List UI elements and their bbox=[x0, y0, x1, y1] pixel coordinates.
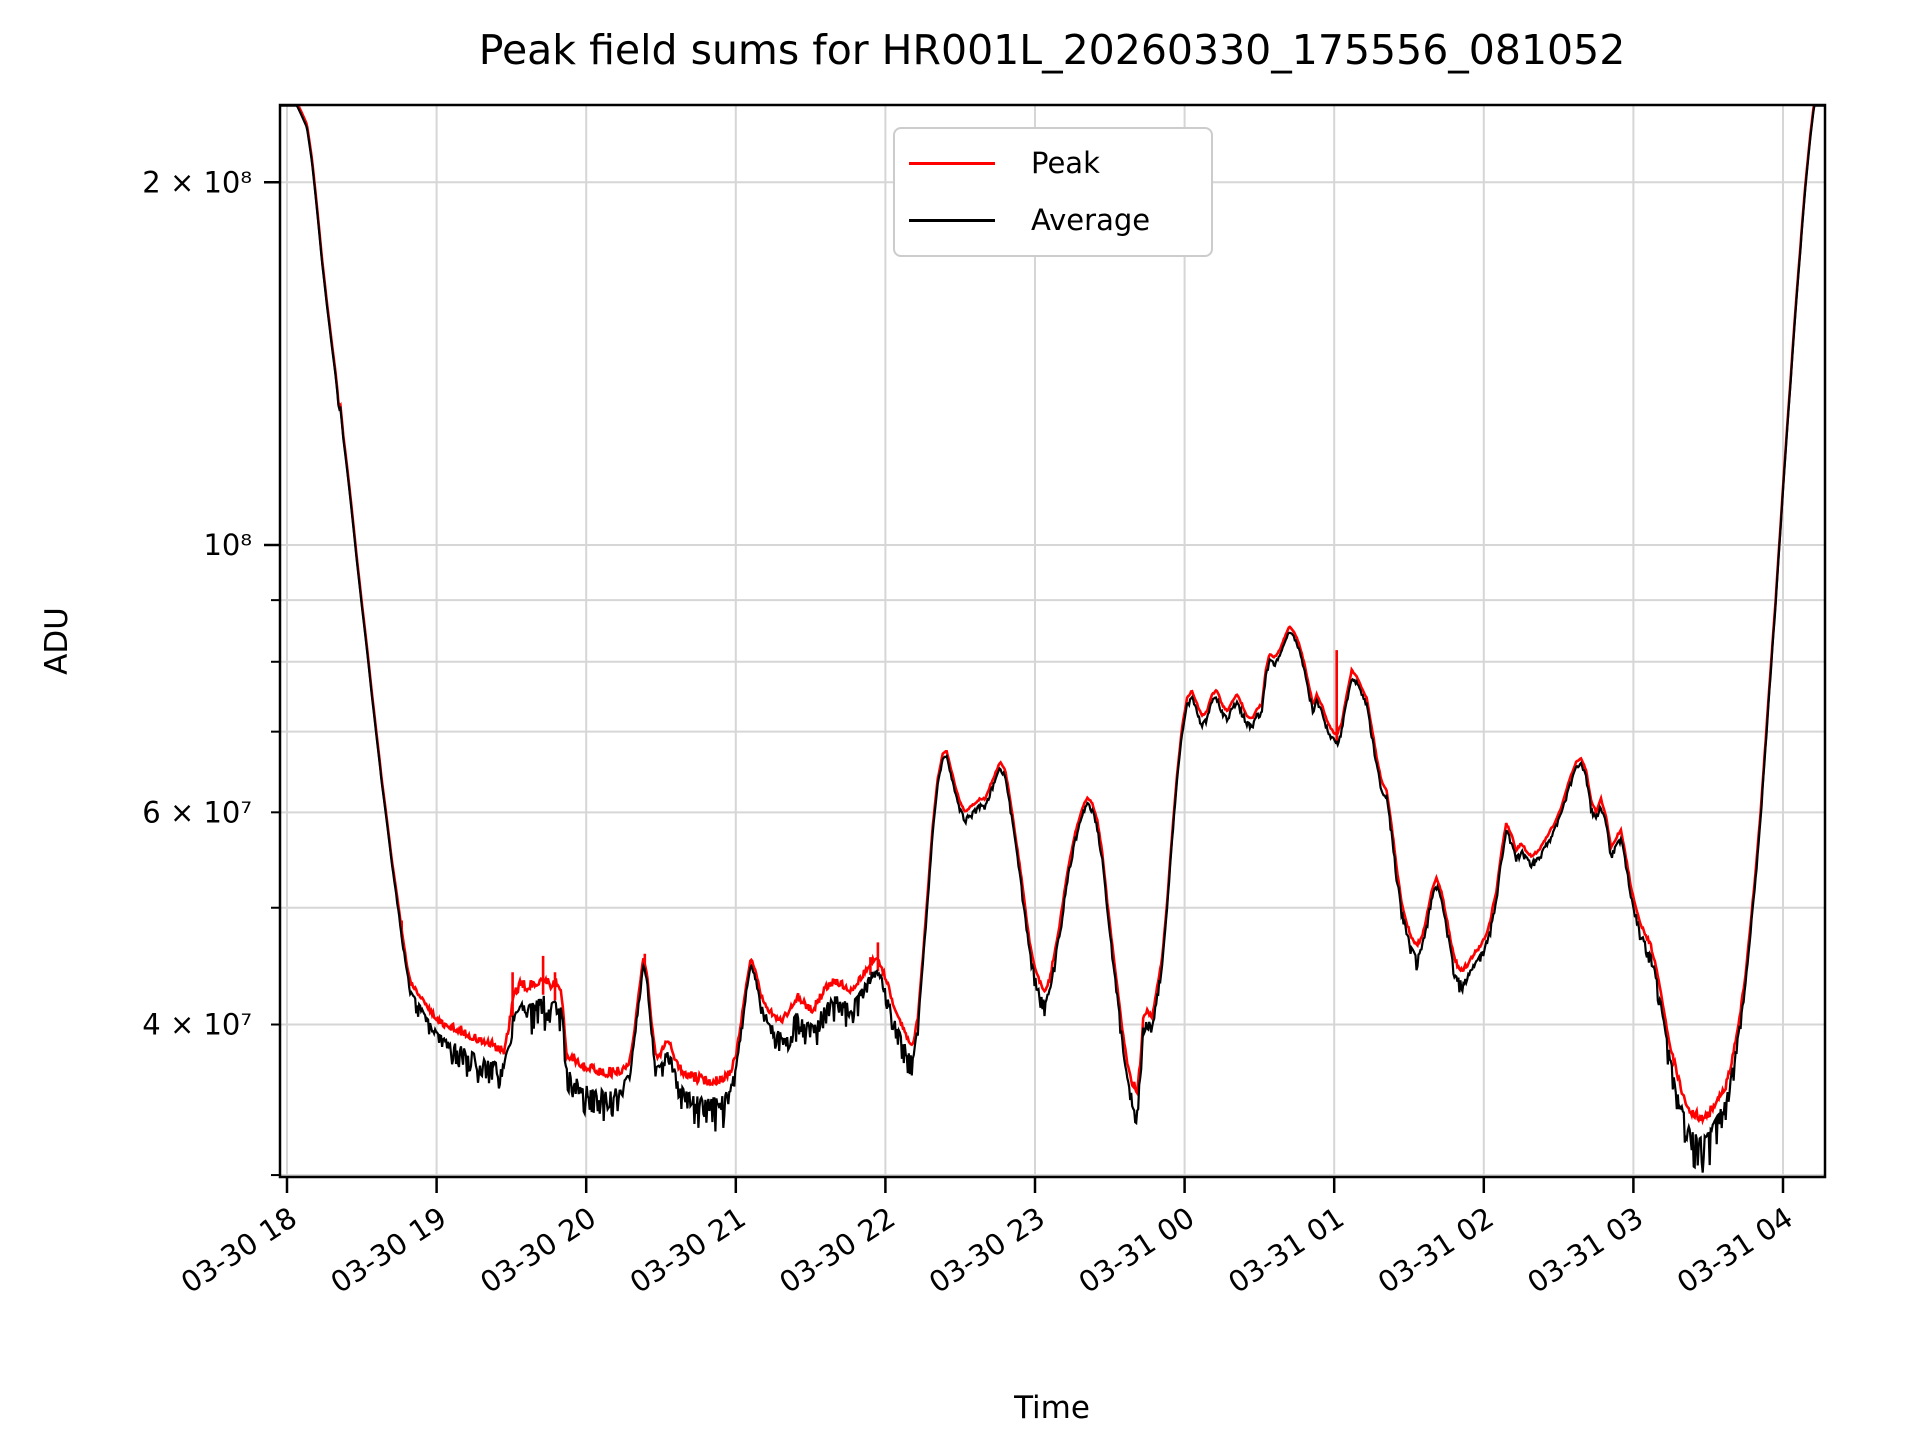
legend-item-peak: Peak bbox=[895, 149, 1211, 178]
tick-marks bbox=[264, 181, 1785, 1193]
average-line-swatch bbox=[909, 219, 995, 222]
y-tick-label: 2 × 10⁸ bbox=[142, 165, 252, 199]
x-tick-label: 03-30 19 bbox=[325, 1200, 453, 1300]
x-tick-label: 03-31 00 bbox=[1073, 1200, 1201, 1300]
x-axis-label: Time bbox=[1014, 1390, 1090, 1426]
y-tick-label: 10⁸ bbox=[203, 528, 252, 562]
data-series bbox=[280, 105, 1825, 1173]
y-tick-label: 6 × 10⁷ bbox=[142, 795, 252, 829]
y-axis-label: ADU bbox=[39, 607, 75, 675]
axes-spines bbox=[278, 103, 1827, 1179]
chart-title: Peak field sums for HR001L_20260330_1755… bbox=[478, 26, 1626, 74]
x-tick-label: 03-31 01 bbox=[1222, 1200, 1350, 1300]
legend: Peak Average bbox=[893, 127, 1213, 257]
gridlines bbox=[280, 105, 1825, 1177]
x-tick-label: 03-30 23 bbox=[923, 1200, 1051, 1300]
legend-label-peak: Peak bbox=[1031, 146, 1100, 180]
x-tick-label: 03-30 22 bbox=[773, 1200, 901, 1300]
x-tick-label: 03-30 21 bbox=[624, 1200, 752, 1300]
legend-item-average: Average bbox=[895, 206, 1211, 235]
x-tick-label: 03-30 18 bbox=[175, 1200, 303, 1300]
x-tick-label: 03-31 03 bbox=[1521, 1200, 1649, 1300]
x-tick-label: 03-30 20 bbox=[474, 1200, 602, 1300]
legend-label-average: Average bbox=[1031, 203, 1151, 237]
x-tick-label: 03-31 04 bbox=[1671, 1200, 1799, 1300]
y-tick-label: 4 × 10⁷ bbox=[142, 1008, 252, 1042]
peak-line-swatch bbox=[909, 162, 995, 165]
x-tick-label: 03-31 02 bbox=[1372, 1200, 1500, 1300]
average-series-line bbox=[280, 105, 1825, 1173]
